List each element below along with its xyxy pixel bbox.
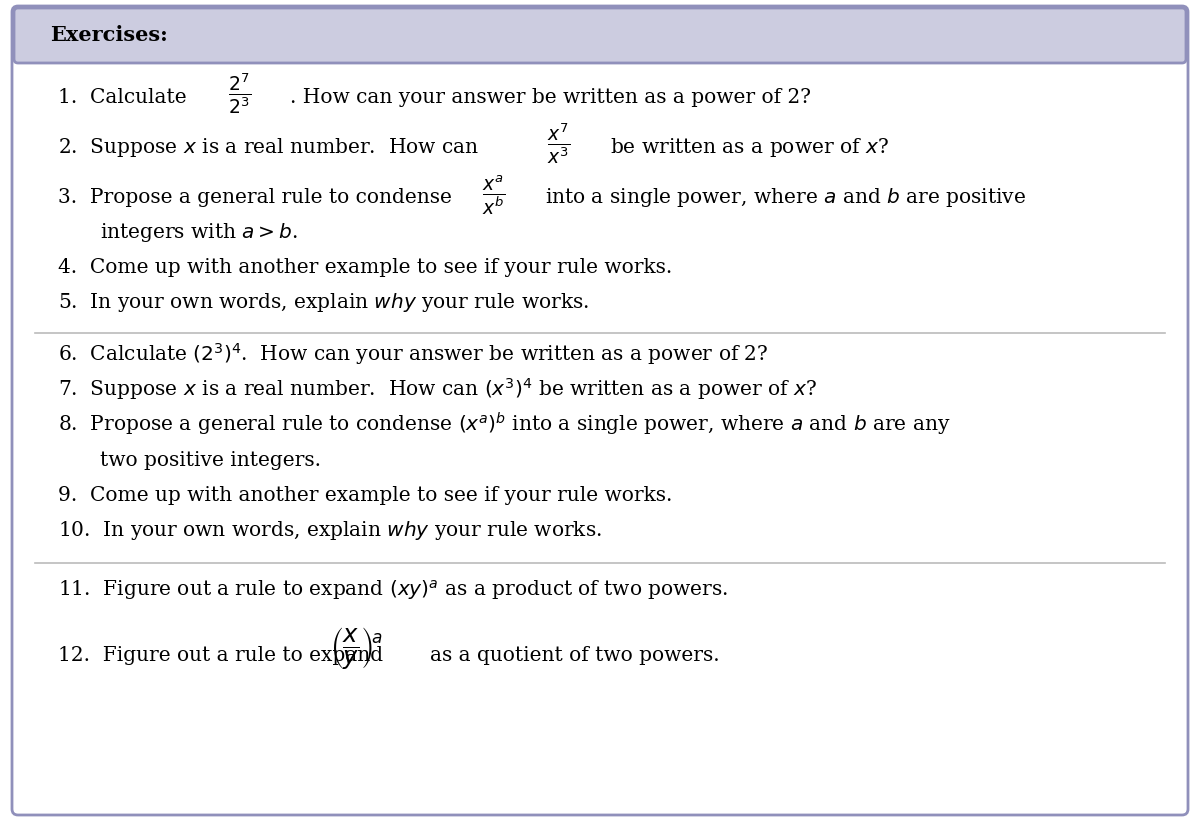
Text: 12.  Figure out a rule to expand: 12. Figure out a rule to expand: [58, 646, 383, 665]
FancyBboxPatch shape: [12, 6, 1188, 815]
Text: 5.  In your own words, explain $\mathit{why}$ your rule works.: 5. In your own words, explain $\mathit{w…: [58, 291, 589, 314]
Text: integers with $a > b$.: integers with $a > b$.: [100, 221, 298, 244]
Text: 9.  Come up with another example to see if your rule works.: 9. Come up with another example to see i…: [58, 486, 672, 505]
Text: $\left(\dfrac{x}{y}\right)^{\!a}$: $\left(\dfrac{x}{y}\right)^{\!a}$: [330, 625, 383, 671]
Text: 6.  Calculate $(2^3)^4$.  How can your answer be written as a power of 2?: 6. Calculate $(2^3)^4$. How can your ans…: [58, 342, 768, 367]
Text: 7.  Suppose $x$ is a real number.  How can $(x^3)^4$ be written as a power of $x: 7. Suppose $x$ is a real number. How can…: [58, 376, 817, 402]
Text: $\dfrac{x^7}{x^3}$: $\dfrac{x^7}{x^3}$: [547, 122, 570, 167]
Text: two positive integers.: two positive integers.: [100, 451, 322, 470]
Text: Exercises:: Exercises:: [50, 25, 168, 45]
Text: be written as a power of $x$?: be written as a power of $x$?: [610, 136, 889, 159]
Text: into a single power, where $a$ and $b$ are positive: into a single power, where $a$ and $b$ a…: [545, 186, 1026, 209]
Text: 3.  Propose a general rule to condense: 3. Propose a general rule to condense: [58, 188, 452, 207]
Text: 11.  Figure out a rule to expand $(xy)^a$ as a product of two powers.: 11. Figure out a rule to expand $(xy)^a$…: [58, 578, 728, 603]
Text: 10.  In your own words, explain $\mathit{why}$ your rule works.: 10. In your own words, explain $\mathit{…: [58, 519, 602, 542]
FancyBboxPatch shape: [14, 8, 1186, 63]
Text: 4.  Come up with another example to see if your rule works.: 4. Come up with another example to see i…: [58, 258, 672, 277]
Text: 2.  Suppose $x$ is a real number.  How can: 2. Suppose $x$ is a real number. How can: [58, 136, 479, 159]
Text: 8.  Propose a general rule to condense $(x^a)^b$ into a single power, where $a$ : 8. Propose a general rule to condense $(…: [58, 410, 950, 438]
Text: . How can your answer be written as a power of 2?: . How can your answer be written as a po…: [290, 88, 811, 107]
Text: $\dfrac{2^7}{2^3}$: $\dfrac{2^7}{2^3}$: [228, 71, 251, 117]
Text: 1.  Calculate: 1. Calculate: [58, 88, 187, 107]
Text: $\dfrac{x^a}{x^b}$: $\dfrac{x^a}{x^b}$: [482, 173, 505, 217]
Text: as a quotient of two powers.: as a quotient of two powers.: [430, 646, 720, 665]
